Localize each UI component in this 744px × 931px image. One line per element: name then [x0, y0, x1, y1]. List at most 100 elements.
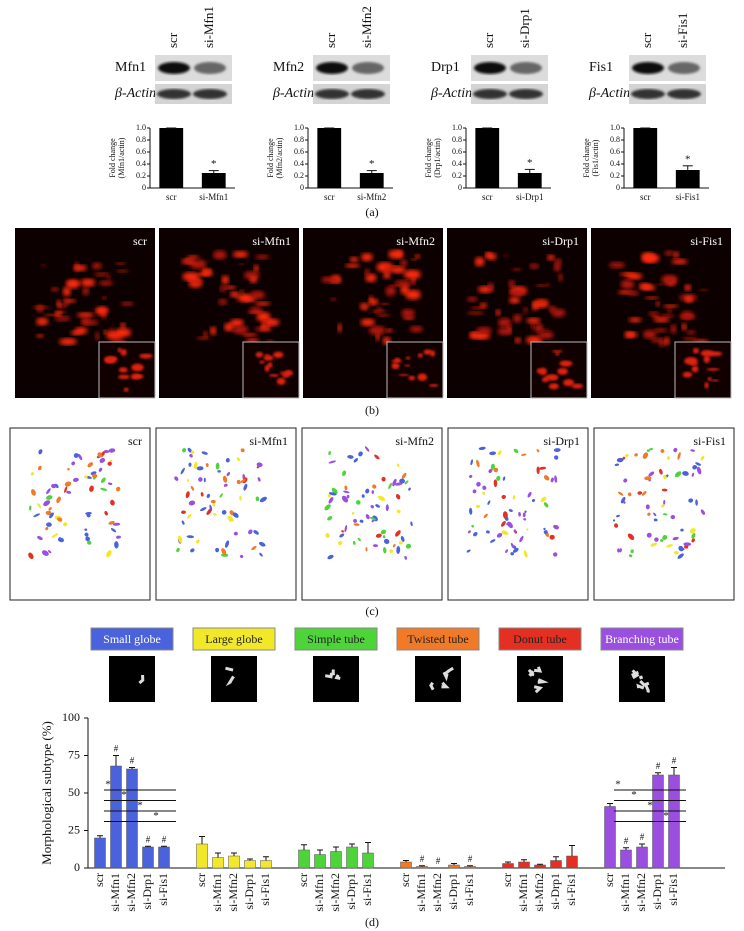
segmentation: [301, 427, 443, 601]
segment: [471, 524, 474, 528]
segment: [627, 492, 632, 497]
significance: #: [114, 744, 119, 754]
mito-signal: [120, 349, 127, 356]
segment: [691, 532, 696, 539]
segment: [510, 542, 515, 549]
y-tick-label: 0.6: [294, 147, 304, 156]
segment: [256, 462, 263, 467]
inset: [242, 341, 300, 399]
bar: [201, 173, 226, 188]
image-label: si-Mfn1: [249, 434, 288, 448]
segment: [48, 550, 52, 554]
segment: [473, 532, 478, 537]
comparison-label: *: [615, 779, 621, 791]
segment: [38, 465, 42, 471]
mito-signal: [249, 276, 258, 284]
mito-signal: [102, 296, 107, 300]
segment: [186, 535, 195, 539]
x-tick-label: scr: [602, 873, 616, 887]
blot-band: [352, 62, 384, 74]
thumbnail: [415, 656, 461, 702]
segment: [504, 516, 509, 521]
blot-control: β-Actin: [430, 86, 472, 101]
panel-label: (b): [365, 403, 379, 417]
blot-target: Mfn2: [273, 60, 304, 75]
x-tick-label: si-Mfn2: [532, 873, 546, 912]
blot-band: [351, 89, 385, 99]
mito-signal: [265, 339, 275, 343]
segment: [612, 519, 616, 522]
mito-signal: [63, 297, 71, 306]
mito-signal: [495, 309, 501, 316]
segment: [380, 529, 387, 535]
mito-signal: [376, 262, 394, 273]
mito-signal: [487, 282, 494, 291]
segment: [352, 540, 356, 545]
segment: [371, 519, 375, 523]
segment: [375, 533, 382, 538]
segment: [344, 485, 348, 491]
mito-signal: [370, 309, 388, 314]
mito-signal: [254, 301, 271, 306]
mito-signal: [652, 315, 660, 318]
segment: [375, 504, 380, 508]
mito-signal: [229, 291, 240, 298]
x-tick-label: si-Drp1: [140, 873, 154, 910]
mito-signal: [36, 317, 49, 326]
mito-signal: [241, 332, 258, 337]
bar: [517, 173, 542, 188]
segment: [66, 490, 72, 494]
segment: [84, 475, 88, 479]
mito-signal: [254, 254, 270, 260]
significance: #: [672, 756, 677, 766]
mito-signal: [54, 310, 62, 317]
segment: [395, 530, 401, 537]
blot-band: [509, 89, 543, 99]
segment: [521, 453, 527, 456]
comparison-label: *: [153, 810, 159, 822]
y-tick-label: 75: [68, 747, 80, 761]
segment: [49, 512, 54, 519]
bar: [94, 837, 106, 869]
segment: [84, 532, 89, 537]
segment: [190, 450, 195, 455]
mito-signal: [130, 373, 142, 380]
mito-signal: [682, 371, 693, 378]
segment: [497, 450, 502, 456]
bar: [110, 765, 122, 869]
x-tick-label: si-Fis1: [258, 873, 272, 906]
segment: [501, 494, 506, 499]
y-tick-label: 0.2: [452, 171, 462, 180]
segment: [653, 512, 657, 517]
segment: [37, 503, 42, 509]
segment: [29, 505, 32, 511]
segment: [217, 470, 221, 473]
blot-condition: scr: [165, 32, 180, 48]
segment: [185, 491, 190, 499]
segment: [372, 544, 379, 548]
mito-signal: [219, 285, 227, 292]
segment: [259, 496, 267, 503]
segment: [394, 482, 403, 486]
segment: [193, 461, 198, 470]
mito-signal: [386, 293, 391, 297]
segment: [212, 503, 216, 507]
y-tick-label: 0.8: [294, 135, 304, 144]
segment: [206, 493, 211, 499]
mito-signal: [558, 273, 563, 282]
segment: [342, 470, 347, 477]
mito-signal: [710, 379, 720, 382]
segment: [388, 482, 393, 490]
segment: [174, 476, 179, 481]
panel-label: (c): [365, 604, 378, 618]
inset: [674, 341, 732, 399]
segment: [553, 524, 560, 530]
segment: [77, 453, 83, 461]
mito-signal: [95, 306, 109, 316]
mito-signal: [514, 337, 521, 344]
mito-signal: [263, 355, 274, 361]
segment: [30, 472, 35, 476]
segment: [196, 466, 204, 471]
segment: [100, 487, 108, 491]
segment: [341, 495, 349, 503]
